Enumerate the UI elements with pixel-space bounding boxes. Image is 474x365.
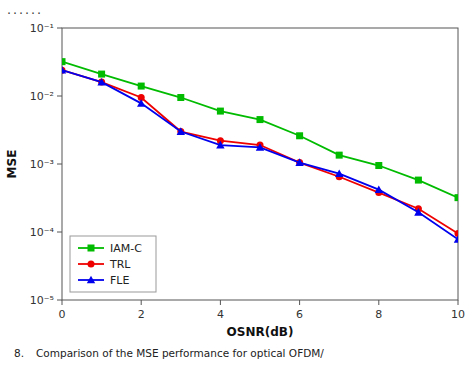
- y-tick: [57, 96, 62, 97]
- point: [97, 78, 105, 86]
- x-tick-label: 4: [217, 308, 224, 321]
- x-tick-label: 2: [138, 308, 145, 321]
- x-tick: [220, 300, 221, 305]
- legend-box: [70, 236, 156, 292]
- series-line: [62, 62, 458, 198]
- legend: IAM-C TRL FLE: [70, 236, 156, 292]
- x-tick: [299, 300, 300, 305]
- x-axis-label: OSNR(dB): [227, 325, 294, 339]
- x-tick: [378, 300, 379, 305]
- caption-prefix: 8.: [14, 347, 24, 359]
- point: [62, 58, 66, 65]
- y-tick-label: 10⁻¹: [30, 22, 54, 35]
- legend-marker: [88, 261, 95, 268]
- x-tick: [141, 300, 142, 305]
- x-tick-label: 0: [59, 308, 66, 321]
- point: [62, 66, 66, 74]
- point: [177, 94, 184, 101]
- series-line: [62, 70, 458, 233]
- point: [335, 170, 343, 178]
- point: [257, 116, 264, 123]
- x-tick: [62, 300, 63, 305]
- point: [455, 194, 459, 201]
- legend-marker: [87, 276, 95, 284]
- y-tick: [57, 164, 62, 165]
- legend-label: FLE: [110, 274, 129, 287]
- point: [295, 158, 303, 166]
- plot-frame: [62, 28, 458, 300]
- point: [454, 235, 458, 243]
- x-tick-label: 10: [451, 308, 465, 321]
- point: [415, 177, 422, 184]
- point: [455, 230, 459, 237]
- y-tick-label: 10⁻⁴: [30, 226, 55, 239]
- y-tick-label: 10⁻²: [30, 90, 54, 103]
- legend-label: TRL: [109, 258, 131, 271]
- legend-marker: [88, 245, 95, 252]
- y-tick: [57, 300, 62, 301]
- point: [217, 108, 224, 115]
- y-tick: [57, 28, 62, 29]
- point: [98, 71, 105, 78]
- point: [256, 143, 264, 151]
- point: [138, 83, 145, 90]
- point: [375, 162, 382, 169]
- point: [137, 99, 145, 107]
- point: [177, 127, 185, 135]
- legend-label: IAM-C: [110, 242, 142, 255]
- y-tick: [57, 232, 62, 233]
- point: [296, 132, 303, 139]
- x-tick-label: 6: [296, 308, 303, 321]
- point: [414, 208, 422, 216]
- x-tick: [458, 300, 459, 305]
- x-tick-label: 8: [375, 308, 382, 321]
- y-axis-label: MSE: [5, 150, 19, 179]
- point: [216, 141, 224, 149]
- point: [375, 185, 383, 193]
- y-tick-label: 10⁻³: [30, 158, 54, 171]
- point: [336, 152, 343, 159]
- y-tick-label: 10⁻⁵: [30, 294, 54, 307]
- caption: Comparison of the MSE performance for op…: [36, 347, 324, 359]
- header-dots: ......: [6, 5, 42, 16]
- chart: 0 2 4 6 8 10 10⁻⁵ 10⁻⁴ 10⁻³ 10⁻² 10⁻¹ OSNR(dB) MSE IA…: [0, 0, 474, 365]
- series-line: [62, 70, 458, 239]
- plot-area: [62, 58, 458, 243]
